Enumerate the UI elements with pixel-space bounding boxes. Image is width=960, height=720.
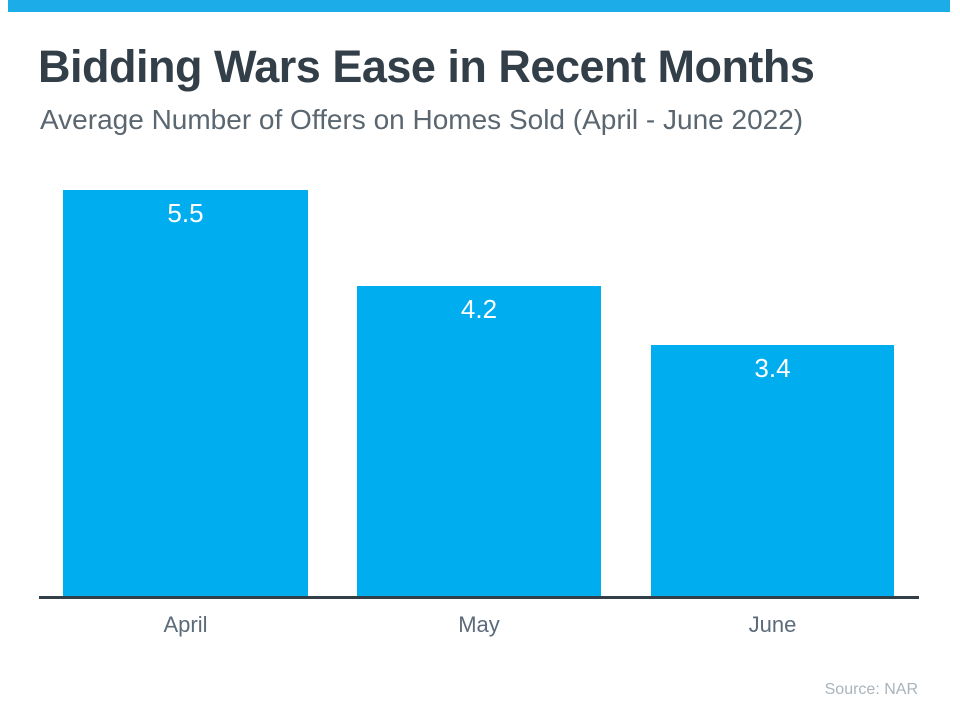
- bar-value-label-april: 5.5: [167, 198, 204, 228]
- bar-value-label-may: 4.2: [460, 293, 498, 324]
- chart-subtitle: Average Number of Offers on Homes Sold (…: [40, 104, 804, 135]
- x-axis-line: [39, 596, 919, 599]
- bar-april: 5.5: [63, 190, 308, 596]
- bar-value-label-june: 3.4: [754, 353, 791, 384]
- bar-may: 4.2: [357, 285, 601, 596]
- x-tick-label-may: May: [458, 612, 500, 637]
- bar-chart: 5.5 4.2 3.4 April May June: [39, 190, 919, 637]
- x-tick-label-april: April: [163, 612, 208, 637]
- x-tick-label-june: June: [748, 612, 797, 637]
- top-accent-bar: [8, 0, 950, 12]
- bar-june: 3.4: [651, 345, 894, 596]
- chart-title: Bidding Wars Ease in Recent Months: [38, 41, 815, 92]
- source-attribution: Source: NAR: [824, 681, 918, 698]
